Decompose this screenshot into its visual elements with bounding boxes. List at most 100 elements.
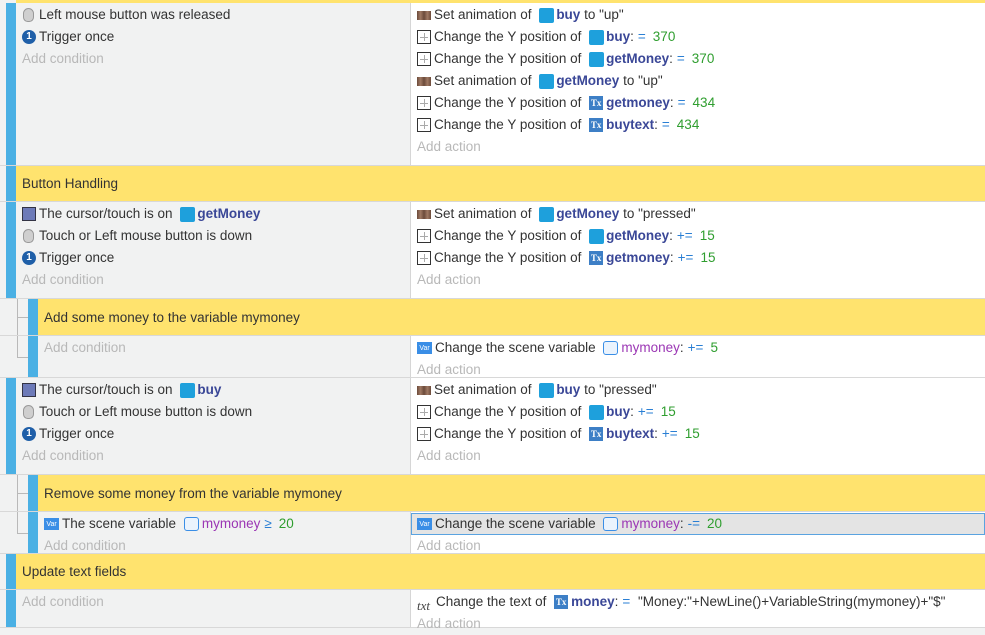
object-name: buy [556,382,581,397]
event-block[interactable]: Var The scene variable mymoney ≥20 Add cond… [0,512,985,554]
event-block[interactable]: The cursor/touch is on getMoney Touch or … [0,202,985,299]
condition[interactable]: Var The scene variable mymoney ≥20 [38,513,410,535]
event-handle[interactable] [28,336,38,377]
previous-event-edge [16,0,985,3]
scene-variable-icon [603,341,619,355]
action[interactable]: Set animation of buy to "up" [411,4,985,26]
operator: = [637,29,646,44]
event-block[interactable]: Add condition Var Change the scene variabl… [0,336,985,378]
add-condition-button[interactable]: Add condition [44,340,126,355]
event-handle[interactable] [6,3,16,165]
condition[interactable]: Touch or Left mouse button is down [16,225,410,247]
event-handle[interactable] [28,299,38,335]
add-condition-button[interactable]: Add condition [22,594,104,609]
comment-text[interactable]: Button Handling [16,166,985,201]
action[interactable]: Var Change the scene variable mymoney: += 5 [411,337,985,359]
text-object-icon: Tx [554,595,569,609]
event-handle[interactable] [6,378,16,474]
mouse-icon [23,405,34,419]
action[interactable]: txt Change the text of Tx money: = "Money:"… [411,591,985,613]
condition[interactable]: The cursor/touch is on buy [16,379,410,401]
event-handle[interactable] [6,202,16,298]
action[interactable]: Change the Y position of Tx getmoney: += 15 [411,247,985,269]
action[interactable]: Change the Y position of Tx buytext: += 15 [411,423,985,445]
sprite-object-icon [539,382,555,398]
event-handle[interactable] [6,590,16,627]
comment-text[interactable]: Add some money to the variable mymoney [38,299,985,335]
text-segment: to "up" [619,73,663,88]
add-action-button[interactable]: Add action [417,538,481,553]
sprite-object-icon [589,51,605,67]
comment-block[interactable]: Button Handling [0,166,985,202]
add-condition-button[interactable]: Add condition [22,51,104,66]
action[interactable]: Change the Y position of buy: = 370 [411,26,985,48]
value: 5 [710,340,718,355]
add-action-button[interactable]: Add action [417,616,481,631]
sprite-object-icon [589,404,605,420]
text-segment: Change the Y position of [434,51,586,66]
text-segment: Set animation of [434,206,536,221]
tree-line [17,336,18,357]
comment-block[interactable]: Remove some money from the variable mymo… [0,475,985,512]
position-icon [417,229,431,243]
text-segment: Trigger once [39,250,115,265]
text-segment: Trigger once [39,29,115,44]
action[interactable]: Change the Y position of Tx buytext: = 434 [411,114,985,136]
value: 434 [676,117,700,132]
variable-icon: Var [44,518,59,530]
add-action-button[interactable]: Add action [417,272,481,287]
condition[interactable]: 1 Trigger once [16,247,410,269]
condition[interactable]: 1 Trigger once [16,423,410,445]
add-condition-button[interactable]: Add condition [22,448,104,463]
action[interactable]: Set animation of getMoney to "pressed" [411,203,985,225]
text-segment: : [679,340,684,355]
text-segment: Set animation of [434,73,536,88]
text-segment: Set animation of [434,7,536,22]
action[interactable]: Change the Y position of Tx getmoney: = 434 [411,92,985,114]
text-segment: : [679,516,684,531]
text-object-icon: Tx [589,118,604,132]
action[interactable]: Change the Y position of buy: += 15 [411,401,985,423]
comment-block[interactable]: Add some money to the variable mymoney [0,299,985,336]
mouse-icon [23,8,34,22]
add-action-button[interactable]: Add action [417,362,481,377]
action[interactable]: Change the Y position of getMoney: = 370 [411,48,985,70]
event-handle[interactable] [6,166,16,201]
text-segment: Change the Y position of [434,250,586,265]
text-segment: : [669,51,673,66]
event-block[interactable]: Add condition txt Change the text of Tx mon… [0,590,985,631]
event-block[interactable]: Left mouse button was released 1 Trigger o… [0,3,985,166]
comment-block[interactable]: Update text fields [0,554,985,590]
condition[interactable]: 1 Trigger once [16,26,410,48]
animation-icon [417,10,431,20]
actions-column: Set animation of getMoney to "pressed" Ch… [410,202,985,298]
actions-column: Set animation of buy to "up" Change the Y… [410,3,985,165]
text-object-icon: Tx [589,96,604,110]
comment-text[interactable]: Remove some money from the variable mymo… [38,475,985,511]
add-condition-button[interactable]: Add condition [44,538,126,553]
action[interactable]: Set animation of buy to "pressed" [411,379,985,401]
condition[interactable]: Left mouse button was released [16,4,410,26]
add-action-button[interactable]: Add action [417,448,481,463]
object-name: getMoney [606,51,670,66]
action[interactable]: Change the Y position of getMoney: += 15 [411,225,985,247]
variable-name: mymoney [621,340,680,355]
text-segment: : [630,404,634,419]
action[interactable]: Set animation of getMoney to "up" [411,70,985,92]
event-handle[interactable] [28,475,38,511]
add-condition-button[interactable]: Add condition [22,272,104,287]
sprite-object-icon [539,73,555,89]
event-block[interactable]: The cursor/touch is on buy Touch or Left … [0,378,985,475]
add-action-button[interactable]: Add action [417,139,481,154]
operator: += [661,426,678,441]
comment-text[interactable]: Update text fields [16,554,985,589]
condition[interactable]: Touch or Left mouse button is down [16,401,410,423]
event-handle[interactable] [6,554,16,589]
position-icon [417,52,431,66]
text-segment: to "up" [580,7,624,22]
conditions-column: Add condition [38,336,410,377]
scene-variable-icon [183,517,199,531]
event-handle[interactable] [28,512,38,553]
action[interactable]: Var Change the scene variable mymoney: -= 2… [411,513,985,535]
condition[interactable]: The cursor/touch is on getMoney [16,203,410,225]
